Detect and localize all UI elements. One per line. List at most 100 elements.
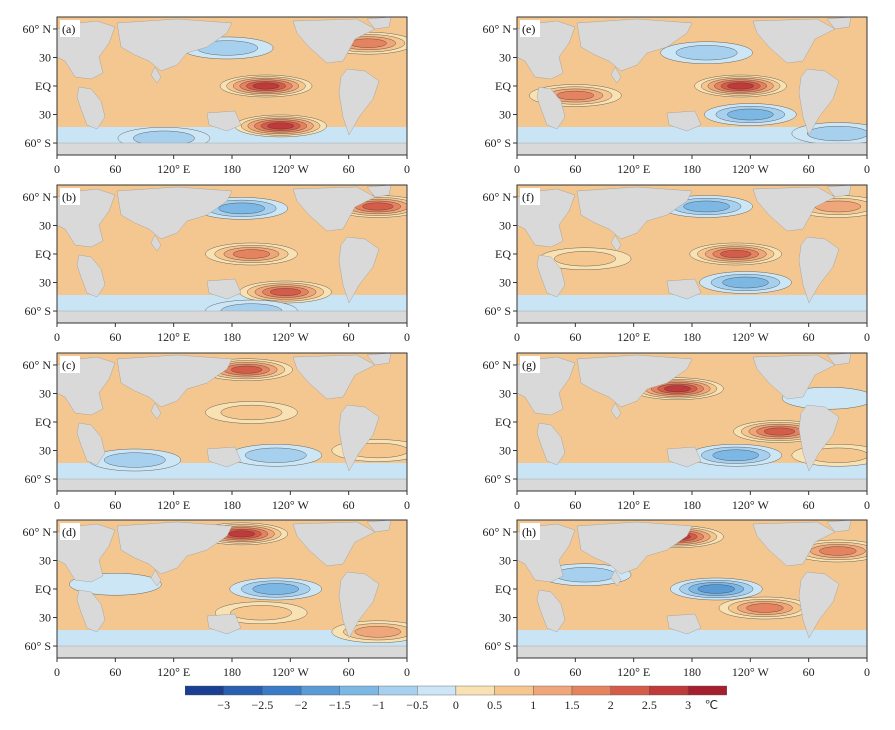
colorbar-tick-label: −1 (372, 698, 385, 712)
panel-label-bg (60, 356, 80, 373)
x-tick-label: 120° E (617, 665, 650, 679)
colorbar-tick-label: 2.5 (642, 698, 657, 712)
panel-f-map: (f) 0 60 120° E 180 120° W 60 0 60° N 30 EQ 30 60° S (483, 184, 870, 344)
anomaly-north-pacific-warm-level-6 (228, 530, 256, 538)
x-tick-label: 0 (514, 330, 520, 344)
colorbar: −3 −2.5 −2 −1.5 −1 −0.5 0 0.5 1 1.5 2 2.5 3 ℃ (184, 684, 728, 724)
x-tick-label: 0 (514, 498, 520, 512)
y-tick-label: 30 (499, 386, 511, 400)
panel-g: (g) 0 60 120° E 180 120° W 60 0 60° N 30 EQ 30 60° S (483, 352, 870, 512)
colorbar-tick-label: 1.5 (565, 698, 580, 712)
x-tick-label: 120° W (272, 498, 310, 512)
x-tick-label: 60 (109, 498, 121, 512)
x-tick-label: 60 (109, 665, 121, 679)
colorbar-swatch (416, 685, 457, 696)
colorbar-swatch (262, 685, 302, 696)
colorbar-swatch (223, 685, 263, 696)
y-tick-label: 30 (499, 553, 511, 567)
panel-d-map: (d) 0 60 120° E 180 120° W 60 0 60° N 30 EQ 30 60° S (23, 519, 410, 679)
y-tick-label: 60° S (485, 472, 511, 486)
panel-a: (a) 0 60 120° E 180 120° W 60 0 60° N 30 EQ 30 60° S (23, 16, 410, 176)
anomaly-south-pacific-warm-patch-level-5 (269, 288, 301, 296)
colorbar-tick-label: −2.5 (252, 698, 274, 712)
anomaly-southern-ocean-cool-level-2 (807, 126, 867, 142)
x-tick-label: 180 (683, 162, 701, 176)
y-tick-label: 60° S (25, 304, 51, 318)
y-tick-label: EQ (495, 247, 511, 261)
panel-label: (b) (62, 190, 76, 204)
x-tick-label: 60 (343, 665, 355, 679)
x-tick-label: 60 (569, 162, 581, 176)
colorbar-swatch (533, 685, 573, 696)
y-tick-label: EQ (495, 582, 511, 596)
x-tick-label: 60 (803, 330, 815, 344)
y-tick-label: 60° N (23, 358, 52, 372)
x-tick-label: 60 (569, 665, 581, 679)
colorbar-tick-label: −3 (217, 698, 230, 712)
y-tick-label: 60° N (23, 22, 52, 36)
anomaly-north-pacific-cool-level-3 (683, 200, 730, 213)
anomaly-kuroshio-extension-warm-level-6 (664, 385, 691, 393)
x-tick-label: 60 (343, 498, 355, 512)
colorbar-swatch (649, 685, 689, 696)
anomaly-north-pacific-warm-level-5 (231, 365, 263, 374)
x-tick-label: 0 (864, 330, 870, 344)
x-tick-label: 60 (109, 330, 121, 344)
anomaly-north-atlantic-warm-level-5 (362, 202, 394, 211)
x-tick-label: 0 (404, 330, 410, 344)
x-tick-label: 0 (514, 665, 520, 679)
x-tick-label: 180 (223, 665, 241, 679)
panel-label: (e) (522, 22, 535, 36)
x-tick-label: 120° E (157, 665, 190, 679)
x-tick-label: 180 (223, 330, 241, 344)
x-tick-label: 120° E (617, 330, 650, 344)
panel-label-bg (60, 523, 80, 540)
y-tick-label: 60° N (483, 525, 512, 539)
y-tick-label: 30 (499, 611, 511, 625)
y-tick-label: EQ (35, 415, 51, 429)
panel-a-map: (a) 0 60 120° E 180 120° W 60 0 60° N 30 EQ 30 60° S (23, 16, 410, 176)
panel-c: (c) 0 60 120° E 180 120° W 60 0 60° N 30 EQ 30 60° S (23, 352, 410, 512)
x-tick-label: 0 (864, 498, 870, 512)
x-tick-label: 60 (569, 498, 581, 512)
x-tick-label: 60 (109, 162, 121, 176)
x-tick-label: 120° E (157, 498, 190, 512)
y-tick-label: 30 (39, 276, 51, 290)
x-tick-label: 60 (569, 330, 581, 344)
y-tick-label: 60° S (25, 639, 51, 653)
y-tick-label: 60° N (23, 190, 52, 204)
x-tick-label: 120° E (157, 330, 190, 344)
colorbar-swatch (610, 685, 650, 696)
x-tick-label: 0 (54, 162, 60, 176)
anomaly-tropical-pacific-warm-level-2 (220, 404, 283, 421)
x-tick-label: 120° W (272, 162, 310, 176)
panel-e-map: (e) 0 60 120° E 180 120° W 60 0 60° N 30 EQ 30 60° S (483, 16, 870, 176)
x-tick-label: 0 (54, 665, 60, 679)
anomaly-equatorial-pacific-warming-level-4 (232, 249, 271, 259)
panel-label: (c) (62, 358, 75, 372)
x-tick-label: 120° W (732, 665, 770, 679)
x-tick-label: 180 (223, 162, 241, 176)
x-tick-label: 120° W (272, 330, 310, 344)
panel-label: (a) (62, 22, 75, 36)
anomaly-north-atlantic-warm-level-4 (349, 38, 387, 48)
x-tick-label: 120° W (732, 330, 770, 344)
panel-label-bg (520, 356, 540, 373)
x-tick-label: 180 (683, 498, 701, 512)
panel-label-bg (520, 523, 540, 540)
panel-g-map: (g) 0 60 120° E 180 120° W 60 0 60° N 30 EQ 30 60° S (483, 352, 870, 512)
anomaly-north-atlantic-warm-level-4 (819, 546, 857, 556)
y-tick-label: 60° S (25, 136, 51, 150)
panel-b-map: (b) 0 60 120° E 180 120° W 60 0 60° N 30 EQ 30 60° S (23, 184, 410, 344)
anomaly-south-pacific-warm-level-2 (230, 605, 293, 621)
x-tick-label: 60 (343, 162, 355, 176)
colorbar-tick-label: 3 (685, 698, 691, 712)
x-tick-label: 120° W (272, 665, 310, 679)
x-tick-label: 180 (223, 498, 241, 512)
anomaly-equatorial-pacific-warming-level-6 (727, 82, 754, 90)
anomaly-indian-ocean-cool-level-2 (103, 452, 166, 468)
panel-d: (d) 0 60 120° E 180 120° W 60 0 60° N 30 EQ 30 60° S (23, 519, 410, 679)
y-tick-label: 30 (499, 218, 511, 232)
y-tick-label: 60° S (485, 304, 511, 318)
y-tick-label: 30 (39, 611, 51, 625)
